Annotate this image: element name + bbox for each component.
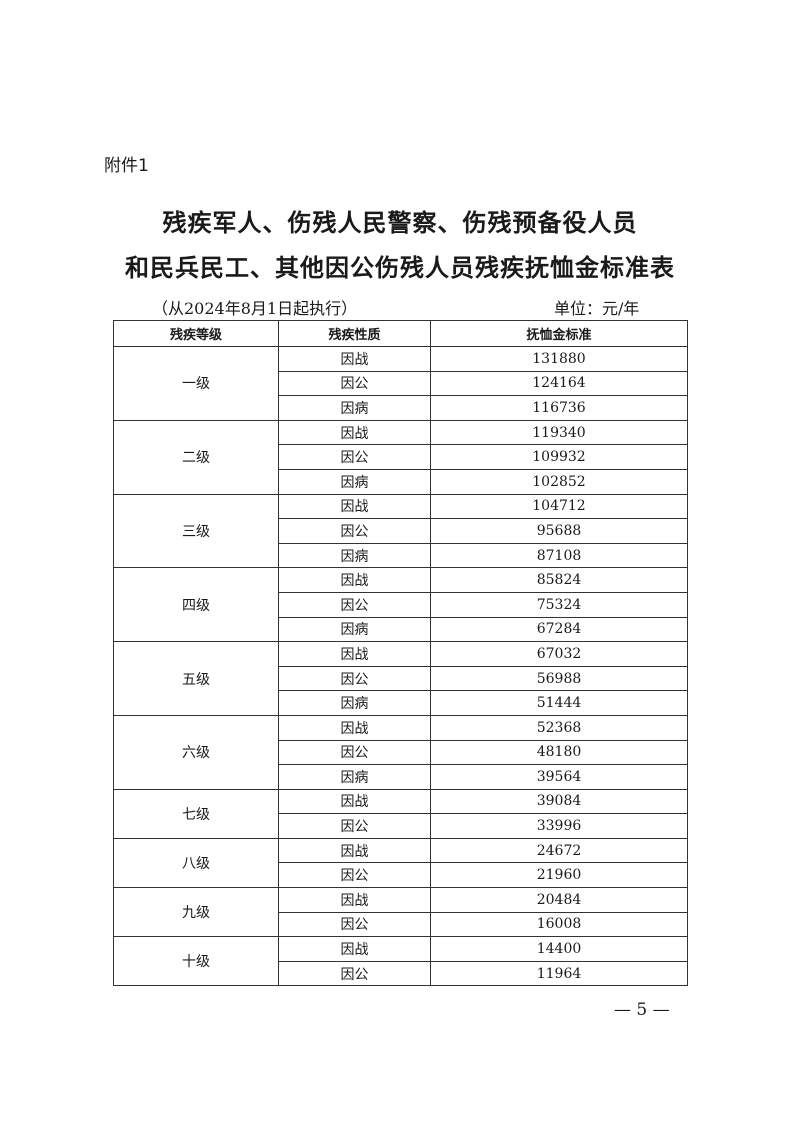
effective-date: （从2024年8月1日起执行） [152, 299, 358, 318]
amount-cell: 20484 [430, 887, 688, 913]
grade-cell: 五级 [113, 641, 279, 716]
amount-cell: 21960 [430, 862, 688, 889]
grade-cell: 一级 [113, 346, 279, 421]
nature-cell: 因公 [278, 862, 431, 889]
amount-cell: 124164 [430, 370, 688, 397]
amount-cell: 16008 [430, 911, 688, 938]
nature-cell: 因战 [278, 641, 431, 667]
amount-cell: 11964 [430, 960, 688, 987]
pension-table: 残疾等级 残疾性质 抚恤金标准 一级 因战 131880 因公 124164 因病 1167… [113, 320, 688, 987]
header-nature: 残疾性质 [278, 320, 431, 347]
table-row: 因公 124164 [114, 370, 688, 397]
nature-cell: 因公 [278, 444, 431, 470]
amount-cell: 51444 [430, 690, 688, 716]
table-row: 因病 87108 [114, 542, 688, 569]
table-row: 因公 109932 [114, 444, 688, 470]
amount-cell: 119340 [430, 419, 688, 446]
table-row: 因公 11964 [114, 960, 688, 987]
nature-cell: 因公 [278, 911, 431, 938]
table-row: 因公 95688 [114, 518, 688, 544]
table-row: 因病 102852 [114, 468, 688, 495]
amount-cell: 39564 [430, 764, 688, 790]
title-line-2: 和民兵民工、其他因公伤残人员残疾抚恤金标准表 [125, 254, 675, 282]
grade-cell: 九级 [113, 887, 279, 938]
table-row: 三级 因战 104712 [113, 493, 688, 569]
table-row: 因病 39564 [114, 764, 688, 790]
header-grade: 残疾等级 [113, 320, 279, 347]
amount-cell: 14400 [430, 936, 688, 962]
amount-cell: 33996 [430, 813, 688, 839]
nature-cell: 因公 [278, 518, 431, 544]
nature-cell: 因战 [278, 714, 431, 741]
nature-cell: 因公 [278, 665, 431, 692]
amount-cell: 48180 [430, 739, 688, 766]
grade-cell: 十级 [113, 936, 279, 987]
grade-cell: 六级 [113, 714, 279, 790]
amount-cell: 102852 [430, 468, 688, 495]
table-row: 因病 51444 [114, 690, 688, 716]
amount-cell: 131880 [430, 346, 688, 372]
nature-cell: 因病 [278, 616, 431, 643]
nature-cell: 因病 [278, 764, 431, 790]
amount-cell: 24672 [430, 837, 688, 864]
table-row: 十级 因战 14400 [113, 936, 688, 987]
nature-cell: 因战 [278, 346, 431, 372]
unit-label: 单位：元/年 [554, 299, 640, 318]
grade-cell: 八级 [113, 837, 279, 889]
grade-cell: 二级 [113, 419, 279, 495]
nature-cell: 因病 [278, 468, 431, 495]
table-row: 因公 16008 [114, 911, 688, 938]
nature-cell: 因公 [278, 739, 431, 766]
nature-cell: 因病 [278, 690, 431, 716]
table-row: 八级 因战 24672 [113, 837, 688, 889]
table-row: 一级 因战 131880 [113, 346, 688, 421]
table-row: 因公 33996 [114, 813, 688, 839]
table-row: 五级 因战 67032 [113, 641, 688, 716]
table-row: 因公 75324 [114, 591, 688, 618]
attachment-label: 附件1 [104, 156, 149, 176]
nature-cell: 因公 [278, 591, 431, 618]
nature-cell: 因公 [278, 960, 431, 987]
grade-cell: 三级 [113, 493, 279, 569]
nature-cell: 因公 [278, 813, 431, 839]
amount-cell: 75324 [430, 591, 688, 618]
table-row: 因公 21960 [114, 862, 688, 889]
grade-cell: 七级 [113, 788, 279, 839]
amount-cell: 109932 [430, 444, 688, 470]
nature-cell: 因战 [278, 493, 431, 520]
nature-cell: 因公 [278, 370, 431, 397]
amount-cell: 104712 [430, 493, 688, 520]
nature-cell: 因病 [278, 395, 431, 421]
amount-cell: 95688 [430, 518, 688, 544]
nature-cell: 因战 [278, 567, 431, 593]
nature-cell: 因战 [278, 887, 431, 913]
table-header-row: 残疾等级 残疾性质 抚恤金标准 [113, 320, 688, 347]
nature-cell: 因战 [278, 936, 431, 962]
amount-cell: 52368 [430, 714, 688, 741]
amount-cell: 67032 [430, 641, 688, 667]
table-row: 四级 因战 85824 [113, 567, 688, 643]
header-amount: 抚恤金标准 [430, 320, 688, 347]
amount-cell: 116736 [430, 395, 688, 421]
table-row: 九级 因战 20484 [113, 887, 688, 938]
nature-cell: 因战 [278, 837, 431, 864]
amount-cell: 87108 [430, 542, 688, 569]
amount-cell: 39084 [430, 788, 688, 815]
nature-cell: 因病 [278, 542, 431, 569]
table-row: 二级 因战 119340 [113, 419, 688, 495]
grade-cell: 四级 [113, 567, 279, 643]
amount-cell: 67284 [430, 616, 688, 643]
title-line-1: 残疾军人、伤残人民警察、伤残预备役人员 [162, 209, 638, 237]
table-row: 因病 116736 [114, 395, 688, 421]
table-row: 六级 因战 52368 [113, 714, 688, 790]
table-row: 因病 67284 [114, 616, 688, 643]
page-number: — 5 — [614, 1000, 670, 1020]
nature-cell: 因战 [278, 419, 431, 446]
amount-cell: 85824 [430, 567, 688, 593]
table-row: 七级 因战 39084 [113, 788, 688, 839]
amount-cell: 56988 [430, 665, 688, 692]
nature-cell: 因战 [278, 788, 431, 815]
